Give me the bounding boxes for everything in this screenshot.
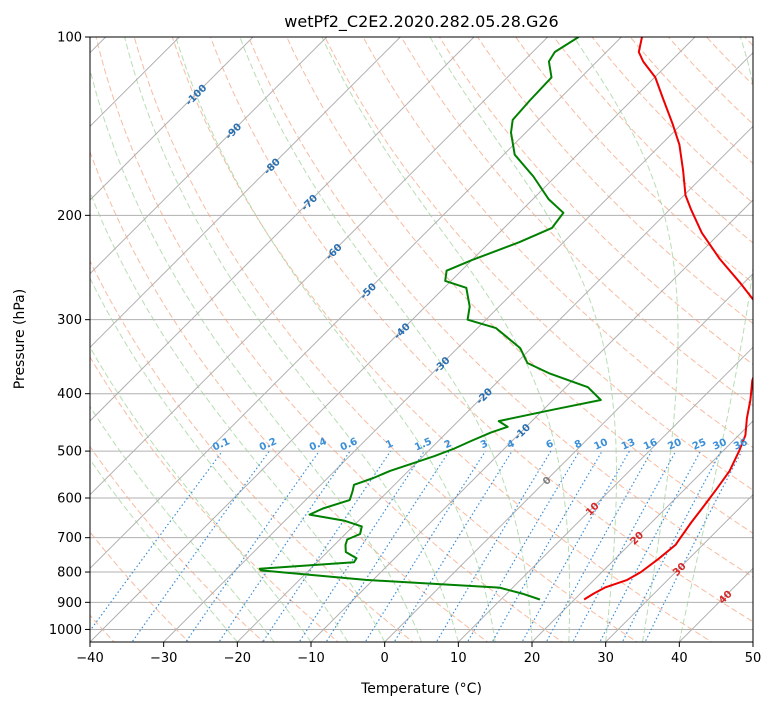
data-series xyxy=(258,37,753,601)
moist-adiabat xyxy=(321,37,571,642)
moist-adiabat xyxy=(90,190,386,642)
dry-adiabat xyxy=(286,37,753,534)
moist-adiabat xyxy=(239,37,533,642)
chart-title: wetPf2_C2E2.2020.282.05.28.G26 xyxy=(284,12,558,32)
mixing-ratio-label: 8 xyxy=(573,438,584,451)
moist-adiabat xyxy=(573,37,679,642)
x-axis: −40 −30 −20 −10 0 10 20 30 40 50 xyxy=(76,642,761,666)
dry-adiabat xyxy=(95,37,564,642)
mixing-ratio-label: 1 xyxy=(384,438,395,451)
mixing-ratio-label: 16 xyxy=(642,437,659,453)
mixing-ratio-line xyxy=(621,450,722,642)
dry-adiabat xyxy=(133,37,638,642)
y-tick-label: 700 xyxy=(57,531,82,546)
x-tick-label: 20 xyxy=(524,651,541,666)
y-tick-label: 200 xyxy=(57,209,82,224)
dry-adiabat xyxy=(209,37,753,623)
mixing-ratio-label: 36 xyxy=(732,437,749,453)
dry-adiabat xyxy=(400,37,753,407)
mixing-ratio-label: 13 xyxy=(620,437,637,453)
x-tick-label: 10 xyxy=(450,651,467,666)
mixing-ratio-line xyxy=(466,450,580,642)
y-tick-label: 500 xyxy=(57,445,82,460)
x-tick-label: 40 xyxy=(671,651,688,666)
moist-adiabat xyxy=(429,37,617,642)
y-tick-label: 900 xyxy=(57,596,82,611)
y-tick-label: 1000 xyxy=(49,623,82,638)
mixing-ratio-line xyxy=(364,450,486,642)
y-tick-label: 100 xyxy=(57,31,82,46)
isotherm-line xyxy=(163,51,753,642)
mixing-ratio-label: 25 xyxy=(691,437,708,453)
moist-adiabat xyxy=(175,37,496,642)
mixing-ratio-line xyxy=(325,450,450,642)
mixing-ratio-label: 30 xyxy=(711,437,728,453)
x-tick-label: −40 xyxy=(76,651,103,666)
y-tick-label: 300 xyxy=(57,313,82,328)
mixing-ratio-line xyxy=(298,450,425,642)
mixing-ratio-label: 4 xyxy=(506,438,517,451)
mixing-ratio-label: 2 xyxy=(443,438,454,451)
mixing-ratio-line xyxy=(218,450,351,642)
isotherm-line xyxy=(605,493,753,642)
mixing-ratio-line xyxy=(393,450,513,642)
dry-adiabat xyxy=(90,150,489,642)
isotherm-line xyxy=(90,37,622,570)
y-tick-label: 600 xyxy=(57,492,82,507)
dry-adiabat xyxy=(90,356,340,642)
moist-adiabat xyxy=(124,37,459,642)
isotherm-line xyxy=(90,37,475,422)
y-axis-label: Pressure (hPa) xyxy=(12,289,28,389)
mixing-ratio-line xyxy=(262,450,392,642)
mixing-ratio-line xyxy=(90,450,223,632)
isotherm-line xyxy=(384,272,753,642)
mixing-ratio-line xyxy=(185,450,320,642)
y-tick-label: 800 xyxy=(57,566,82,581)
isotherm-line xyxy=(457,346,753,642)
isotherm-line xyxy=(90,37,696,642)
mixing-ratio-label: 6 xyxy=(544,438,555,451)
dewpoint-profile-line xyxy=(258,37,602,601)
moist-adiabat xyxy=(90,458,238,642)
y-tick-label: 400 xyxy=(57,387,82,402)
moist-adiabat xyxy=(90,67,422,642)
dry-adiabat xyxy=(248,37,753,578)
isotherm-line xyxy=(310,199,753,642)
dry-adiabat xyxy=(438,37,753,366)
isotherm-line xyxy=(531,420,753,642)
x-axis-label: Temperature (°C) xyxy=(360,681,482,697)
mixing-ratio-label: 3 xyxy=(479,438,490,451)
x-tick-label: −30 xyxy=(150,651,177,666)
dry-adiabat xyxy=(171,37,713,642)
line-labels: 0.1 0.2 0.4 0.6 1 1.5 2 3 4 6 8 10 13 16 20 25 30 36-100-… xyxy=(184,83,750,607)
dry-adiabat xyxy=(90,531,190,642)
isotherm-line xyxy=(90,37,549,496)
mixing-ratio-label: 10 xyxy=(593,437,610,453)
x-tick-label: −10 xyxy=(297,651,324,666)
x-tick-label: 50 xyxy=(745,651,762,666)
x-tick-label: 30 xyxy=(597,651,614,666)
plot-frame xyxy=(89,36,754,643)
isotherm-line xyxy=(90,37,401,349)
moist-adiabat xyxy=(90,277,349,642)
temperature-profile-line xyxy=(583,37,753,601)
mixing-ratio-line xyxy=(599,450,702,642)
mixing-ratio-line xyxy=(131,450,270,642)
isotherm-line xyxy=(90,37,254,201)
background-lines xyxy=(90,37,753,642)
x-tick-label: −20 xyxy=(224,651,251,666)
moist-adiabat xyxy=(678,37,753,642)
dry-adiabat xyxy=(90,259,414,642)
mixing-ratio-line xyxy=(572,450,677,642)
mixing-ratio-label: 20 xyxy=(666,437,683,453)
x-tick-label: 0 xyxy=(381,651,389,666)
dry-adiabat xyxy=(324,37,753,491)
isotherm-line xyxy=(90,37,328,275)
moist-adiabat xyxy=(90,405,275,642)
isotherm-line xyxy=(236,125,753,642)
moist-adiabat xyxy=(90,346,312,642)
y-axis: 100 200 300 400 500 600 700 800 900 1000 xyxy=(49,31,90,638)
